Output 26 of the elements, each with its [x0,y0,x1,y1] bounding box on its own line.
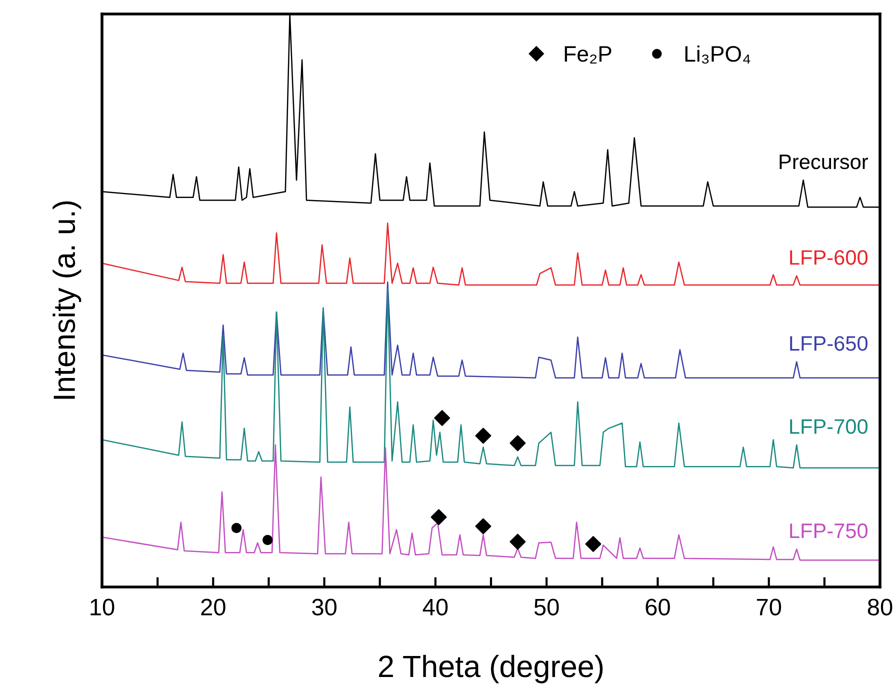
legend-label: Fe₂P [564,46,612,64]
series-label: LFP-750 [790,523,868,538]
series-label: LFP-700 [790,419,868,434]
point [510,534,526,550]
x-tick-label: 60 [646,598,670,616]
point [475,428,492,444]
series-label: LFP-650 [790,336,868,351]
x-tick-label: 70 [756,598,782,616]
point [475,518,492,534]
point [430,509,447,526]
point [510,435,526,452]
x-axis-title: 2 Theta (degree) [379,654,603,684]
y-axis-title: Intensity (a. u.) [52,201,82,399]
x-tick-label: 20 [201,598,226,616]
point [231,522,242,534]
point [434,410,450,426]
series-label: LFP-600 [790,250,868,265]
x-tick-label: 50 [534,598,559,616]
x-tick-label: 80 [868,598,892,616]
point [585,536,602,552]
x-tick-label: 30 [312,598,336,616]
x-tick-label: 10 [90,598,114,616]
series-label: Precursor [780,154,868,170]
legend-label: Li₃PO₄ [685,45,750,64]
x-tick-label: 40 [422,598,448,616]
point [262,534,273,546]
